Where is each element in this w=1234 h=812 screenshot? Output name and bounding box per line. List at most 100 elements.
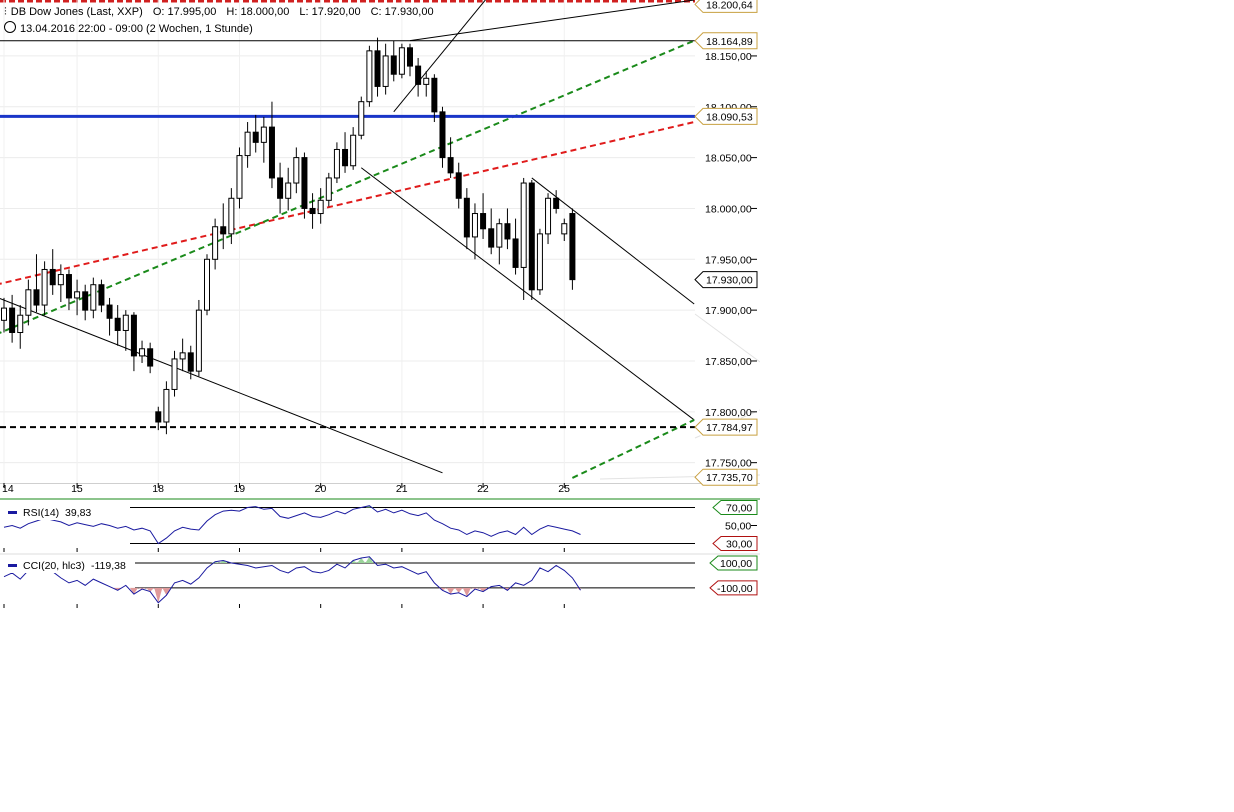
candle-body <box>398 47 405 75</box>
price-tag-label: 17.784,97 <box>706 422 753 434</box>
candle-body <box>447 157 454 174</box>
candle-body <box>106 304 113 319</box>
x-tick-label: 15 <box>71 483 83 495</box>
x-tick-label: 21 <box>396 483 408 495</box>
candle-body <box>114 317 121 331</box>
cci-oversold-fill <box>470 587 480 590</box>
cci-oversold-fill <box>162 587 171 596</box>
cci-minus100-label: -100,00 <box>717 583 753 595</box>
candle-body <box>220 226 227 235</box>
rsi-30-tag <box>712 536 758 551</box>
price-tag-label: 17.735,70 <box>706 472 753 484</box>
trend-line <box>0 298 443 474</box>
trend-line <box>0 121 695 285</box>
trend-line <box>360 167 695 421</box>
candle-body <box>439 111 446 159</box>
price-tag-label: 18.164,89 <box>706 36 753 48</box>
cci-oversold-fill <box>113 587 122 591</box>
trend-line <box>571 419 695 479</box>
candle-body <box>187 352 194 372</box>
candle-body <box>41 268 48 306</box>
clock-icon <box>4 21 16 33</box>
candle-body <box>171 358 178 390</box>
candle-body <box>333 148 340 179</box>
cci-overbought-fill <box>365 556 374 563</box>
candle-body <box>545 197 552 235</box>
candle-body <box>423 77 430 85</box>
candle-body <box>293 157 300 184</box>
candle-body <box>480 213 487 230</box>
price-tag-label: 18.090,53 <box>706 111 753 123</box>
rsi-legend-title: RSI(14) <box>23 507 59 519</box>
candle-body <box>455 172 462 199</box>
bars-icon: ⫶ <box>4 5 7 18</box>
rsi-legend-swatch <box>8 511 17 514</box>
cci-oversold-fill <box>454 587 463 593</box>
candle-body <box>204 258 210 311</box>
candle-body <box>33 289 40 306</box>
candle-body <box>49 268 56 286</box>
y-tick-label: 17.800,00 <box>705 407 752 419</box>
price-tag-box <box>694 271 758 289</box>
y-tick-label: 17.900,00 <box>705 305 752 317</box>
cci-oversold-fill <box>129 587 138 595</box>
cci-overbought-fill <box>357 558 366 563</box>
rsi-30-label: 30,00 <box>726 539 752 551</box>
rsi-70-tag <box>712 500 758 515</box>
candle-body <box>268 126 275 179</box>
cci-oversold-fill <box>137 587 147 590</box>
candle-body <box>512 238 519 268</box>
candle-body <box>407 47 413 67</box>
x-tick-label: 22 <box>477 483 489 495</box>
cci-oversold-fill <box>446 587 455 595</box>
y-tick-label: 17.950,00 <box>705 254 752 266</box>
cci-line <box>3 556 581 604</box>
candle-body <box>252 131 259 143</box>
candle-body <box>130 314 137 357</box>
close-value: C: 17.930,00 <box>370 6 434 18</box>
candle-body <box>366 50 373 103</box>
candle-body <box>1 307 7 321</box>
price-tag-box <box>694 107 758 125</box>
projection-line <box>694 313 761 363</box>
candle-body <box>350 134 357 167</box>
price-tag-box <box>694 0 758 13</box>
candle-body <box>25 289 32 316</box>
cci-minus100-tag <box>709 580 758 596</box>
cci-oversold-fill <box>479 587 488 592</box>
cci-legend-bg <box>0 559 135 573</box>
candle-body <box>528 182 535 291</box>
candle-body <box>488 228 495 248</box>
x-tick-label: 20 <box>315 483 327 495</box>
trend-line <box>393 0 487 113</box>
candle-body <box>122 314 129 331</box>
candle-body <box>496 223 503 248</box>
rsi-legend-value: 39,83 <box>65 507 91 519</box>
cci-legend-swatch <box>8 564 17 567</box>
rsi-line <box>3 505 581 545</box>
price-chart-svg: 18.150,0018.100,0018.050,0018.000,0017.9… <box>0 0 761 608</box>
rsi-70-label: 70,00 <box>726 503 752 515</box>
cci-oversold-fill <box>154 587 163 603</box>
candle-body <box>65 274 72 299</box>
low-value: L: 17.920,00 <box>299 6 361 18</box>
candle-body <box>463 197 470 238</box>
candle-body <box>431 77 438 113</box>
candle-body <box>244 131 251 157</box>
rsi-legend-bg <box>0 506 128 520</box>
instrument-name: DB Dow Jones (Last, XXP) <box>10 6 143 18</box>
candle-body <box>390 55 397 75</box>
candle-body <box>415 65 422 85</box>
candle-body <box>382 55 389 87</box>
candle-body <box>520 182 527 268</box>
trend-line <box>409 0 695 42</box>
price-tag-box <box>694 418 758 436</box>
candle-body <box>342 148 349 167</box>
candle-body <box>317 199 324 215</box>
candle-body <box>195 309 202 372</box>
x-tick-label: 18 <box>152 483 164 495</box>
price-tag-label: 18.200,64 <box>706 0 753 11</box>
candle-body <box>57 274 64 286</box>
candle-body <box>212 226 219 260</box>
candle-body <box>309 207 316 215</box>
